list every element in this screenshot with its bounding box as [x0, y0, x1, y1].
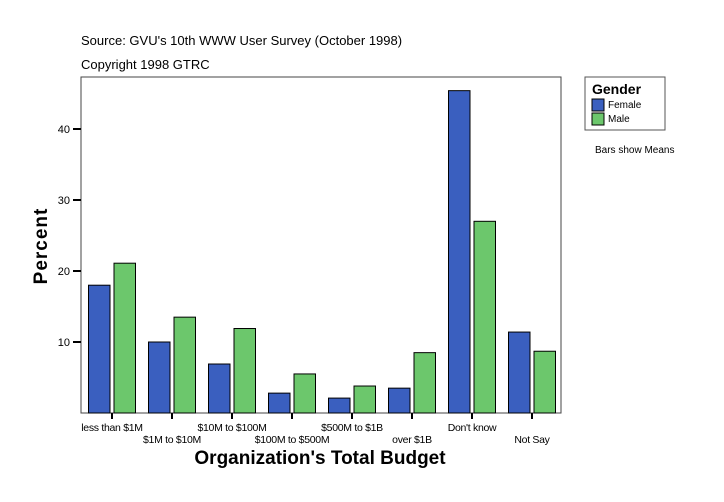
x-tick-label: Don't know [448, 422, 497, 434]
x-tick-label: $100M to $500M [255, 434, 330, 446]
chart-title: Source: GVU's 10th WWW User Survey (Octo… [81, 33, 402, 48]
bar-male-6 [473, 220, 496, 414]
bars-show-means-note: Bars show Means [595, 145, 674, 156]
x-tick-label: $1M to $10M [143, 434, 201, 446]
bar-male-4 [353, 385, 376, 414]
y-axis-title: Percent [31, 208, 52, 285]
bar-male-3 [293, 373, 316, 414]
bar-female-7 [508, 331, 531, 414]
bar-male-2 [233, 328, 256, 414]
bar-female-2 [208, 363, 231, 414]
bar-male-1 [173, 316, 196, 414]
bar-male-5 [413, 352, 436, 414]
x-tick-label: Not Say [514, 434, 550, 446]
y-tick-label: 40 [58, 124, 70, 136]
bar-female-1 [148, 341, 171, 414]
bar-male-7 [533, 350, 556, 414]
bars-group [88, 90, 556, 414]
legend-label-male: Male [608, 114, 630, 125]
x-tick-label: less than $1M [81, 422, 142, 434]
bar-male-0 [113, 262, 136, 414]
legend-label-female: Female [608, 100, 642, 111]
bar-female-3 [268, 392, 291, 414]
x-axis-title: Organization's Total Budget [194, 448, 446, 469]
legend-swatch-male [591, 112, 605, 126]
x-axis: less than $1M$1M to $10M$10M to $100M$10… [81, 413, 551, 446]
x-tick-label: $10M to $100M [197, 422, 266, 434]
chart-subtitle: Copyright 1998 GTRC [81, 57, 210, 72]
legend-swatch-female [591, 98, 605, 112]
y-axis: 10 20 30 40 [58, 124, 81, 349]
x-tick-label: $500M to $1B [321, 422, 383, 434]
legend-title: Gender [592, 81, 642, 97]
y-tick-label: 10 [58, 337, 70, 349]
legend: Gender Female Male [584, 76, 666, 131]
x-tick-label: over $1B [392, 434, 432, 446]
bar-female-4 [328, 397, 351, 414]
bar-female-6 [448, 90, 471, 414]
y-tick-label: 30 [58, 195, 70, 207]
bar-female-5 [388, 387, 411, 414]
y-tick-label: 20 [58, 266, 70, 278]
bar-female-0 [88, 284, 111, 414]
